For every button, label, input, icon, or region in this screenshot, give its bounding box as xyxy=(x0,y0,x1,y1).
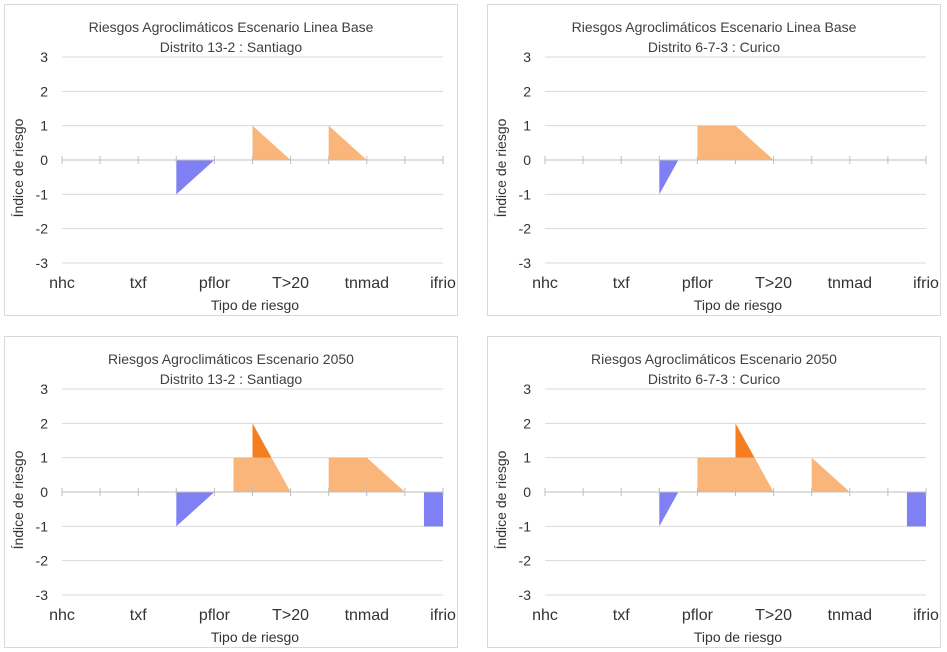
chart-subtitle: Distrito 6-7-3 : Curico xyxy=(647,371,781,387)
x-category-label: nhc xyxy=(532,275,558,292)
area-positive-low xyxy=(697,457,774,492)
x-category-label: T>20 xyxy=(272,607,309,624)
y-tick-label: 2 xyxy=(523,83,531,99)
x-axis-title: Tipo de riesgo xyxy=(694,297,782,313)
y-axis-title: Índice de riesgo xyxy=(10,118,26,217)
chart-title-block: Riesgos Agroclimáticos Escenario 2050 Di… xyxy=(488,349,940,389)
area-positive-low xyxy=(328,457,405,492)
area-positive-low xyxy=(328,125,367,160)
chart-subtitle: Distrito 6-7-3 : Curico xyxy=(647,39,781,55)
chart-title-block: Riesgos Agroclimáticos Escenario Linea B… xyxy=(488,17,940,57)
x-category-label: T>20 xyxy=(755,607,792,624)
area-negative-low xyxy=(659,160,679,195)
y-tick-label: -2 xyxy=(519,221,532,237)
x-axis-title: Tipo de riesgo xyxy=(694,629,782,645)
x-category-label: T>20 xyxy=(272,275,309,292)
y-tick-label: -2 xyxy=(519,553,532,569)
chart-panel-4: Riesgos Agroclimáticos Escenario 2050 Di… xyxy=(487,336,941,648)
x-axis-title: Tipo de riesgo xyxy=(211,297,299,313)
x-category-label: tnmad xyxy=(828,275,872,292)
x-category-label: pflor xyxy=(682,607,714,624)
y-tick-label: -3 xyxy=(36,587,49,603)
x-category-label: ifrio xyxy=(913,275,939,292)
x-category-label: txf xyxy=(613,607,630,624)
x-category-label: T>20 xyxy=(755,275,792,292)
x-category-label: pflor xyxy=(199,607,231,624)
chart-subtitle: Distrito 13-2 : Santiago xyxy=(159,39,303,55)
area-negative-low xyxy=(423,492,443,527)
x-category-label: nhc xyxy=(49,275,75,292)
area-positive-high xyxy=(735,423,755,458)
x-category-label: txf xyxy=(130,275,147,292)
y-tick-label: -3 xyxy=(519,255,532,271)
chart-panel-2: Riesgos Agroclimáticos Escenario Linea B… xyxy=(487,4,941,316)
y-tick-label: 3 xyxy=(40,49,48,65)
y-tick-label: 3 xyxy=(523,49,531,65)
y-tick-label: 1 xyxy=(523,118,531,134)
chart-panel-3: Riesgos Agroclimáticos Escenario 2050 Di… xyxy=(4,336,458,648)
area-positive-high xyxy=(252,423,272,458)
y-tick-label: -1 xyxy=(519,518,532,534)
chart-title-block: Riesgos Agroclimáticos Escenario 2050 Di… xyxy=(5,349,457,389)
y-axis-title: Índice de riesgo xyxy=(10,450,26,549)
x-category-label: tnmad xyxy=(345,275,389,292)
x-category-label: ifrio xyxy=(430,607,456,624)
chart-subtitle: Distrito 13-2 : Santiago xyxy=(159,371,303,387)
y-tick-label: 0 xyxy=(40,152,48,168)
chart-title: Riesgos Agroclimáticos Escenario Linea B… xyxy=(571,19,857,35)
y-tick-label: 1 xyxy=(40,450,48,466)
chart-title: Riesgos Agroclimáticos Escenario Linea B… xyxy=(88,19,374,35)
x-category-label: tnmad xyxy=(345,607,389,624)
x-category-label: nhc xyxy=(532,607,558,624)
y-tick-label: -3 xyxy=(36,255,49,271)
y-axis-title: Índice de riesgo xyxy=(493,450,509,549)
y-tick-label: 2 xyxy=(523,415,531,431)
x-category-label: pflor xyxy=(682,275,714,292)
chart-title: Riesgos Agroclimáticos Escenario 2050 xyxy=(108,351,354,367)
y-tick-label: -1 xyxy=(519,186,532,202)
y-tick-label: -3 xyxy=(519,587,532,603)
y-tick-label: 3 xyxy=(523,381,531,397)
y-tick-label: 2 xyxy=(40,415,48,431)
x-category-label: nhc xyxy=(49,607,75,624)
chart-title: Riesgos Agroclimáticos Escenario 2050 xyxy=(591,351,837,367)
area-positive-low xyxy=(252,125,291,160)
area-negative-low xyxy=(659,492,679,527)
x-category-label: txf xyxy=(613,275,630,292)
area-positive-low xyxy=(697,125,774,160)
y-tick-label: 0 xyxy=(523,484,531,500)
x-category-label: ifrio xyxy=(430,275,456,292)
area-negative-low xyxy=(176,160,215,195)
y-tick-label: 1 xyxy=(40,118,48,134)
y-tick-label: 0 xyxy=(523,152,531,168)
area-positive-low xyxy=(233,457,291,492)
area-negative-low xyxy=(176,492,215,527)
y-tick-label: 1 xyxy=(523,450,531,466)
x-category-label: txf xyxy=(130,607,147,624)
x-axis-title: Tipo de riesgo xyxy=(211,629,299,645)
x-category-label: ifrio xyxy=(913,607,939,624)
x-category-label: tnmad xyxy=(828,607,872,624)
y-tick-label: -2 xyxy=(36,221,49,237)
y-tick-label: -2 xyxy=(36,553,49,569)
chart-title-block: Riesgos Agroclimáticos Escenario Linea B… xyxy=(5,17,457,57)
y-axis-title: Índice de riesgo xyxy=(493,118,509,217)
area-positive-low xyxy=(811,457,850,492)
chart-panel-1: Riesgos Agroclimáticos Escenario Linea B… xyxy=(4,4,458,316)
y-tick-label: -1 xyxy=(36,518,49,534)
y-tick-label: 0 xyxy=(40,484,48,500)
x-category-label: pflor xyxy=(199,275,231,292)
area-negative-low xyxy=(906,492,926,527)
y-tick-label: 3 xyxy=(40,381,48,397)
y-tick-label: -1 xyxy=(36,186,49,202)
y-tick-label: 2 xyxy=(40,83,48,99)
